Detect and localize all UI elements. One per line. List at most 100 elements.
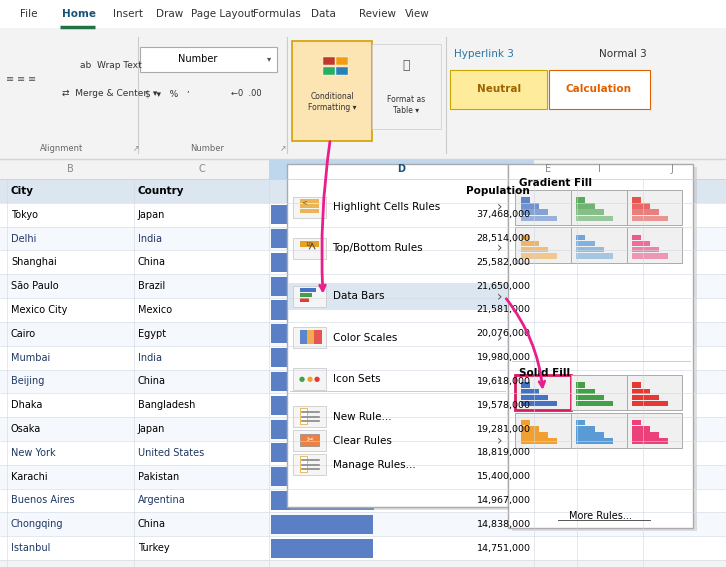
Text: ⇄  Merge & Center  ▾: ⇄ Merge & Center ▾ bbox=[62, 89, 157, 98]
FancyBboxPatch shape bbox=[571, 375, 627, 411]
Text: ›: › bbox=[497, 434, 502, 447]
FancyBboxPatch shape bbox=[0, 159, 726, 179]
FancyBboxPatch shape bbox=[632, 204, 650, 209]
FancyBboxPatch shape bbox=[521, 401, 557, 407]
FancyBboxPatch shape bbox=[521, 426, 539, 431]
Text: Alignment: Alignment bbox=[40, 144, 83, 153]
Text: 14,838,000: 14,838,000 bbox=[476, 520, 531, 529]
Text: ›: › bbox=[497, 200, 502, 214]
FancyBboxPatch shape bbox=[632, 209, 659, 215]
Text: C: C bbox=[198, 164, 205, 174]
FancyBboxPatch shape bbox=[307, 331, 314, 344]
Text: 19,281,000: 19,281,000 bbox=[477, 425, 531, 434]
FancyBboxPatch shape bbox=[292, 41, 372, 141]
FancyBboxPatch shape bbox=[627, 190, 682, 225]
Text: 19,618,000: 19,618,000 bbox=[477, 377, 531, 386]
Text: Color Scales: Color Scales bbox=[333, 333, 397, 342]
Text: ≡: ≡ bbox=[28, 74, 36, 84]
Text: China: China bbox=[138, 519, 166, 530]
Text: Top/Bottom Rules: Top/Bottom Rules bbox=[333, 243, 423, 253]
FancyBboxPatch shape bbox=[271, 396, 407, 415]
FancyBboxPatch shape bbox=[549, 70, 650, 109]
FancyBboxPatch shape bbox=[632, 432, 659, 438]
FancyBboxPatch shape bbox=[271, 372, 407, 391]
FancyBboxPatch shape bbox=[515, 413, 571, 448]
Text: Number: Number bbox=[190, 144, 224, 153]
FancyBboxPatch shape bbox=[271, 515, 373, 534]
Text: ›: › bbox=[497, 331, 502, 345]
Text: Highlight Cells Rules: Highlight Cells Rules bbox=[333, 202, 440, 212]
Text: Chongqing: Chongqing bbox=[11, 519, 63, 530]
Text: Karachi: Karachi bbox=[11, 472, 47, 482]
FancyBboxPatch shape bbox=[269, 159, 534, 179]
FancyBboxPatch shape bbox=[632, 420, 641, 425]
Text: 14,751,000: 14,751,000 bbox=[477, 544, 531, 553]
FancyBboxPatch shape bbox=[576, 247, 603, 252]
Text: India: India bbox=[138, 234, 162, 244]
FancyBboxPatch shape bbox=[300, 209, 319, 213]
FancyBboxPatch shape bbox=[0, 370, 726, 393]
FancyBboxPatch shape bbox=[293, 197, 326, 218]
FancyBboxPatch shape bbox=[300, 293, 312, 297]
Text: 14,967,000: 14,967,000 bbox=[477, 496, 531, 505]
FancyBboxPatch shape bbox=[0, 227, 726, 251]
FancyBboxPatch shape bbox=[515, 227, 571, 263]
Text: ab  Wrap Text: ab Wrap Text bbox=[80, 61, 142, 70]
Text: Calculation: Calculation bbox=[566, 84, 632, 94]
FancyBboxPatch shape bbox=[290, 167, 512, 510]
Text: United States: United States bbox=[138, 448, 204, 458]
FancyBboxPatch shape bbox=[288, 284, 507, 310]
Text: Osaka: Osaka bbox=[11, 424, 41, 434]
Text: Data Bars: Data Bars bbox=[333, 291, 384, 302]
FancyBboxPatch shape bbox=[576, 241, 595, 246]
FancyBboxPatch shape bbox=[293, 454, 326, 475]
Text: 19,980,000: 19,980,000 bbox=[477, 353, 531, 362]
FancyBboxPatch shape bbox=[576, 235, 585, 240]
Text: China: China bbox=[138, 257, 166, 268]
Text: Beijing: Beijing bbox=[11, 376, 44, 387]
Text: Shanghai: Shanghai bbox=[11, 257, 57, 268]
Text: 20,076,000: 20,076,000 bbox=[477, 329, 531, 338]
FancyBboxPatch shape bbox=[287, 164, 508, 507]
FancyBboxPatch shape bbox=[521, 420, 529, 425]
FancyBboxPatch shape bbox=[576, 432, 603, 438]
Text: ▾: ▾ bbox=[267, 54, 272, 64]
Text: Dhaka: Dhaka bbox=[11, 400, 42, 411]
FancyBboxPatch shape bbox=[0, 393, 726, 417]
FancyBboxPatch shape bbox=[300, 241, 319, 247]
Text: Normal 3: Normal 3 bbox=[599, 49, 647, 59]
FancyBboxPatch shape bbox=[271, 324, 409, 344]
Text: D: D bbox=[397, 164, 405, 174]
Text: ↗: ↗ bbox=[280, 144, 286, 153]
Text: ›: › bbox=[497, 290, 502, 303]
FancyBboxPatch shape bbox=[0, 322, 726, 346]
FancyBboxPatch shape bbox=[271, 301, 420, 320]
FancyBboxPatch shape bbox=[271, 253, 448, 272]
Text: Istanbul: Istanbul bbox=[11, 543, 50, 553]
Text: China: China bbox=[138, 376, 166, 387]
Text: J: J bbox=[670, 164, 673, 174]
Text: Formulas: Formulas bbox=[253, 9, 301, 19]
Text: Draw: Draw bbox=[156, 9, 184, 19]
FancyBboxPatch shape bbox=[576, 438, 613, 444]
FancyBboxPatch shape bbox=[271, 348, 409, 367]
FancyBboxPatch shape bbox=[372, 44, 441, 129]
FancyBboxPatch shape bbox=[521, 438, 557, 444]
FancyBboxPatch shape bbox=[571, 227, 627, 263]
Text: 37,468,000: 37,468,000 bbox=[476, 210, 531, 219]
FancyBboxPatch shape bbox=[521, 235, 529, 240]
FancyBboxPatch shape bbox=[0, 346, 726, 370]
FancyBboxPatch shape bbox=[627, 413, 682, 448]
FancyBboxPatch shape bbox=[521, 432, 547, 438]
FancyBboxPatch shape bbox=[0, 536, 726, 560]
FancyBboxPatch shape bbox=[0, 274, 726, 298]
FancyBboxPatch shape bbox=[300, 408, 307, 424]
FancyBboxPatch shape bbox=[632, 401, 669, 407]
FancyBboxPatch shape bbox=[271, 443, 401, 463]
Text: City: City bbox=[11, 186, 34, 196]
Text: Data: Data bbox=[311, 9, 335, 19]
Text: New Rule...: New Rule... bbox=[333, 412, 391, 421]
FancyBboxPatch shape bbox=[0, 417, 726, 441]
FancyBboxPatch shape bbox=[576, 253, 613, 259]
FancyBboxPatch shape bbox=[632, 247, 659, 252]
